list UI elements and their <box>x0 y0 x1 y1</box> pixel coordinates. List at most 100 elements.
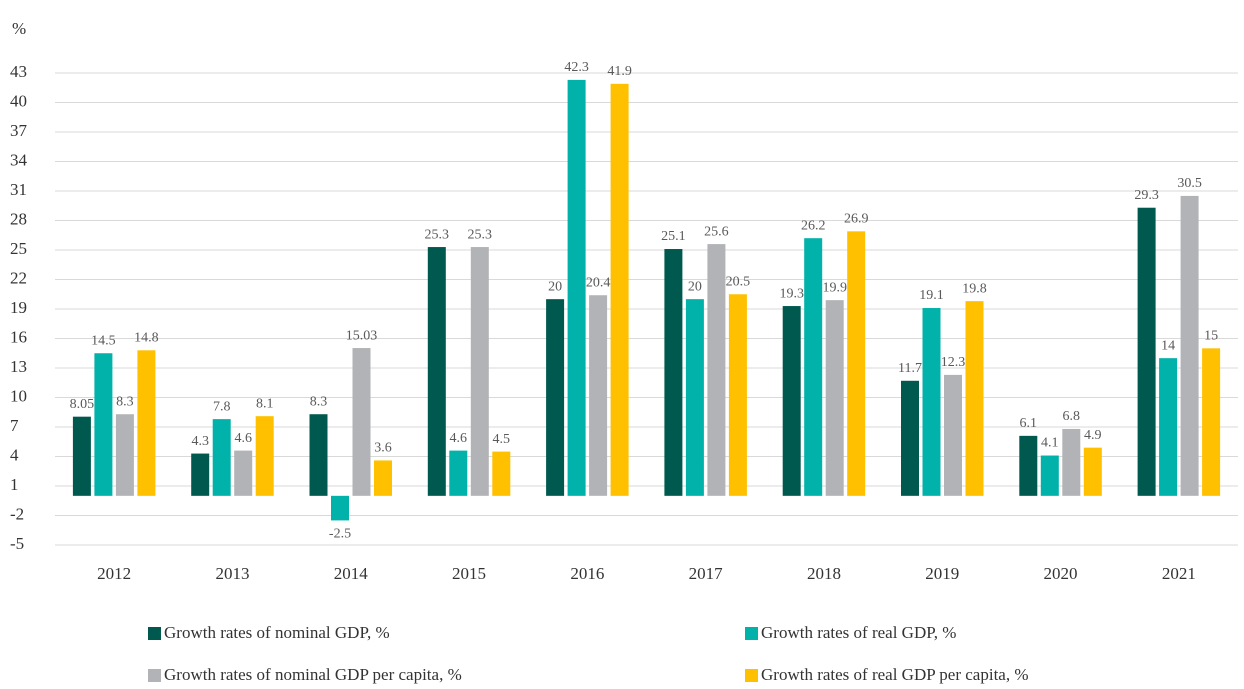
legend-swatch <box>148 627 161 640</box>
x-tick-label: 2018 <box>807 564 841 583</box>
bar <box>825 300 844 496</box>
data-label: 19.8 <box>962 281 987 296</box>
x-tick-label: 2019 <box>925 564 959 583</box>
data-label: 12.3 <box>941 355 966 370</box>
y-tick-label: 31 <box>10 180 27 199</box>
data-label: 19.1 <box>919 288 944 303</box>
y-tick-label: 1 <box>10 475 19 494</box>
data-label: 7.8 <box>213 399 231 414</box>
data-label: 25.3 <box>425 227 450 242</box>
y-tick-label: 37 <box>10 121 28 140</box>
data-label: 15 <box>1204 329 1218 344</box>
data-label: 20.4 <box>586 275 611 290</box>
data-label: 4.6 <box>234 431 252 446</box>
data-label: 8.05 <box>70 397 95 412</box>
data-label: 8.1 <box>256 396 274 411</box>
x-tick-label: 2013 <box>215 564 249 583</box>
bar <box>782 306 801 496</box>
data-label: 26.2 <box>801 218 826 233</box>
bar <box>449 450 468 496</box>
data-label: 3.6 <box>374 441 392 456</box>
data-label: 11.7 <box>898 361 922 376</box>
data-label: 29.3 <box>1134 188 1159 203</box>
data-label: 20 <box>548 279 562 294</box>
bar <box>1159 358 1178 496</box>
data-label: 30.5 <box>1177 176 1202 191</box>
bar <box>901 380 919 496</box>
data-label: 4.5 <box>493 432 511 447</box>
data-label: 26.9 <box>844 212 869 227</box>
y-tick-label: -2 <box>10 504 24 523</box>
bar <box>1180 195 1199 496</box>
y-tick-label: 19 <box>10 298 27 317</box>
data-label: 4.6 <box>450 431 468 446</box>
legend-label: Growth rates of nominal GDP, % <box>164 623 390 642</box>
data-label: 14.5 <box>91 333 116 348</box>
bar <box>589 295 608 496</box>
bar <box>72 416 91 496</box>
bar <box>331 495 349 521</box>
data-label: 25.1 <box>661 229 686 244</box>
data-label: 14.8 <box>134 331 159 346</box>
y-tick-label: 13 <box>10 357 27 376</box>
data-label: 41.9 <box>607 64 632 79</box>
bar <box>546 299 565 496</box>
y-tick-label: 10 <box>10 386 27 405</box>
y-tick-label: 28 <box>10 209 27 228</box>
bar <box>804 238 823 496</box>
bar <box>309 414 328 496</box>
bar <box>1040 455 1059 496</box>
bar <box>352 348 371 496</box>
data-label: 15.03 <box>346 328 378 343</box>
y-tick-label: 22 <box>10 268 27 287</box>
y-tick-label: 34 <box>10 150 28 169</box>
bar <box>234 450 253 496</box>
bar <box>115 414 134 496</box>
data-label: 20 <box>688 279 702 294</box>
bar <box>94 353 113 496</box>
legend-swatch <box>745 627 758 640</box>
bar <box>137 350 156 496</box>
bar <box>944 374 962 496</box>
data-label: 8.3 <box>116 394 134 409</box>
bar <box>610 83 629 496</box>
bar <box>1202 348 1221 496</box>
legend-label: Growth rates of real GDP, % <box>761 623 956 642</box>
bar <box>1019 435 1038 496</box>
bar <box>212 419 231 496</box>
bar <box>1083 447 1102 496</box>
data-label: 25.6 <box>704 224 729 239</box>
data-label: 19.9 <box>822 280 847 295</box>
data-label: 4.1 <box>1041 436 1059 451</box>
data-label: 25.3 <box>468 227 493 242</box>
y-tick-label: -5 <box>10 534 24 553</box>
x-tick-label: 2017 <box>689 564 724 583</box>
bar <box>847 231 866 496</box>
data-label: 42.3 <box>564 60 589 75</box>
data-label: 4.9 <box>1084 428 1102 443</box>
data-label: 6.8 <box>1063 409 1081 424</box>
bar <box>255 416 274 496</box>
bar <box>492 451 511 496</box>
bar <box>1062 428 1081 496</box>
bar <box>191 453 210 496</box>
data-label: 6.1 <box>1020 416 1038 431</box>
legend-swatch <box>745 669 758 682</box>
x-tick-label: 2016 <box>570 564 604 583</box>
y-tick-label: 16 <box>10 327 27 346</box>
bar <box>922 308 941 496</box>
bar <box>567 79 586 496</box>
legend-swatch <box>148 669 161 682</box>
y-tick-label: 40 <box>10 91 27 110</box>
legend-label: Growth rates of nominal GDP per capita, … <box>164 665 462 684</box>
bar <box>728 294 747 496</box>
x-tick-label: 2020 <box>1044 564 1078 583</box>
y-tick-label: 7 <box>10 416 19 435</box>
data-label: 4.3 <box>191 434 209 449</box>
data-label: -2.5 <box>329 527 351 542</box>
y-tick-label: 4 <box>10 445 19 464</box>
bar <box>374 460 392 496</box>
data-label: 19.3 <box>779 286 804 301</box>
y-tick-label: 25 <box>10 239 27 258</box>
